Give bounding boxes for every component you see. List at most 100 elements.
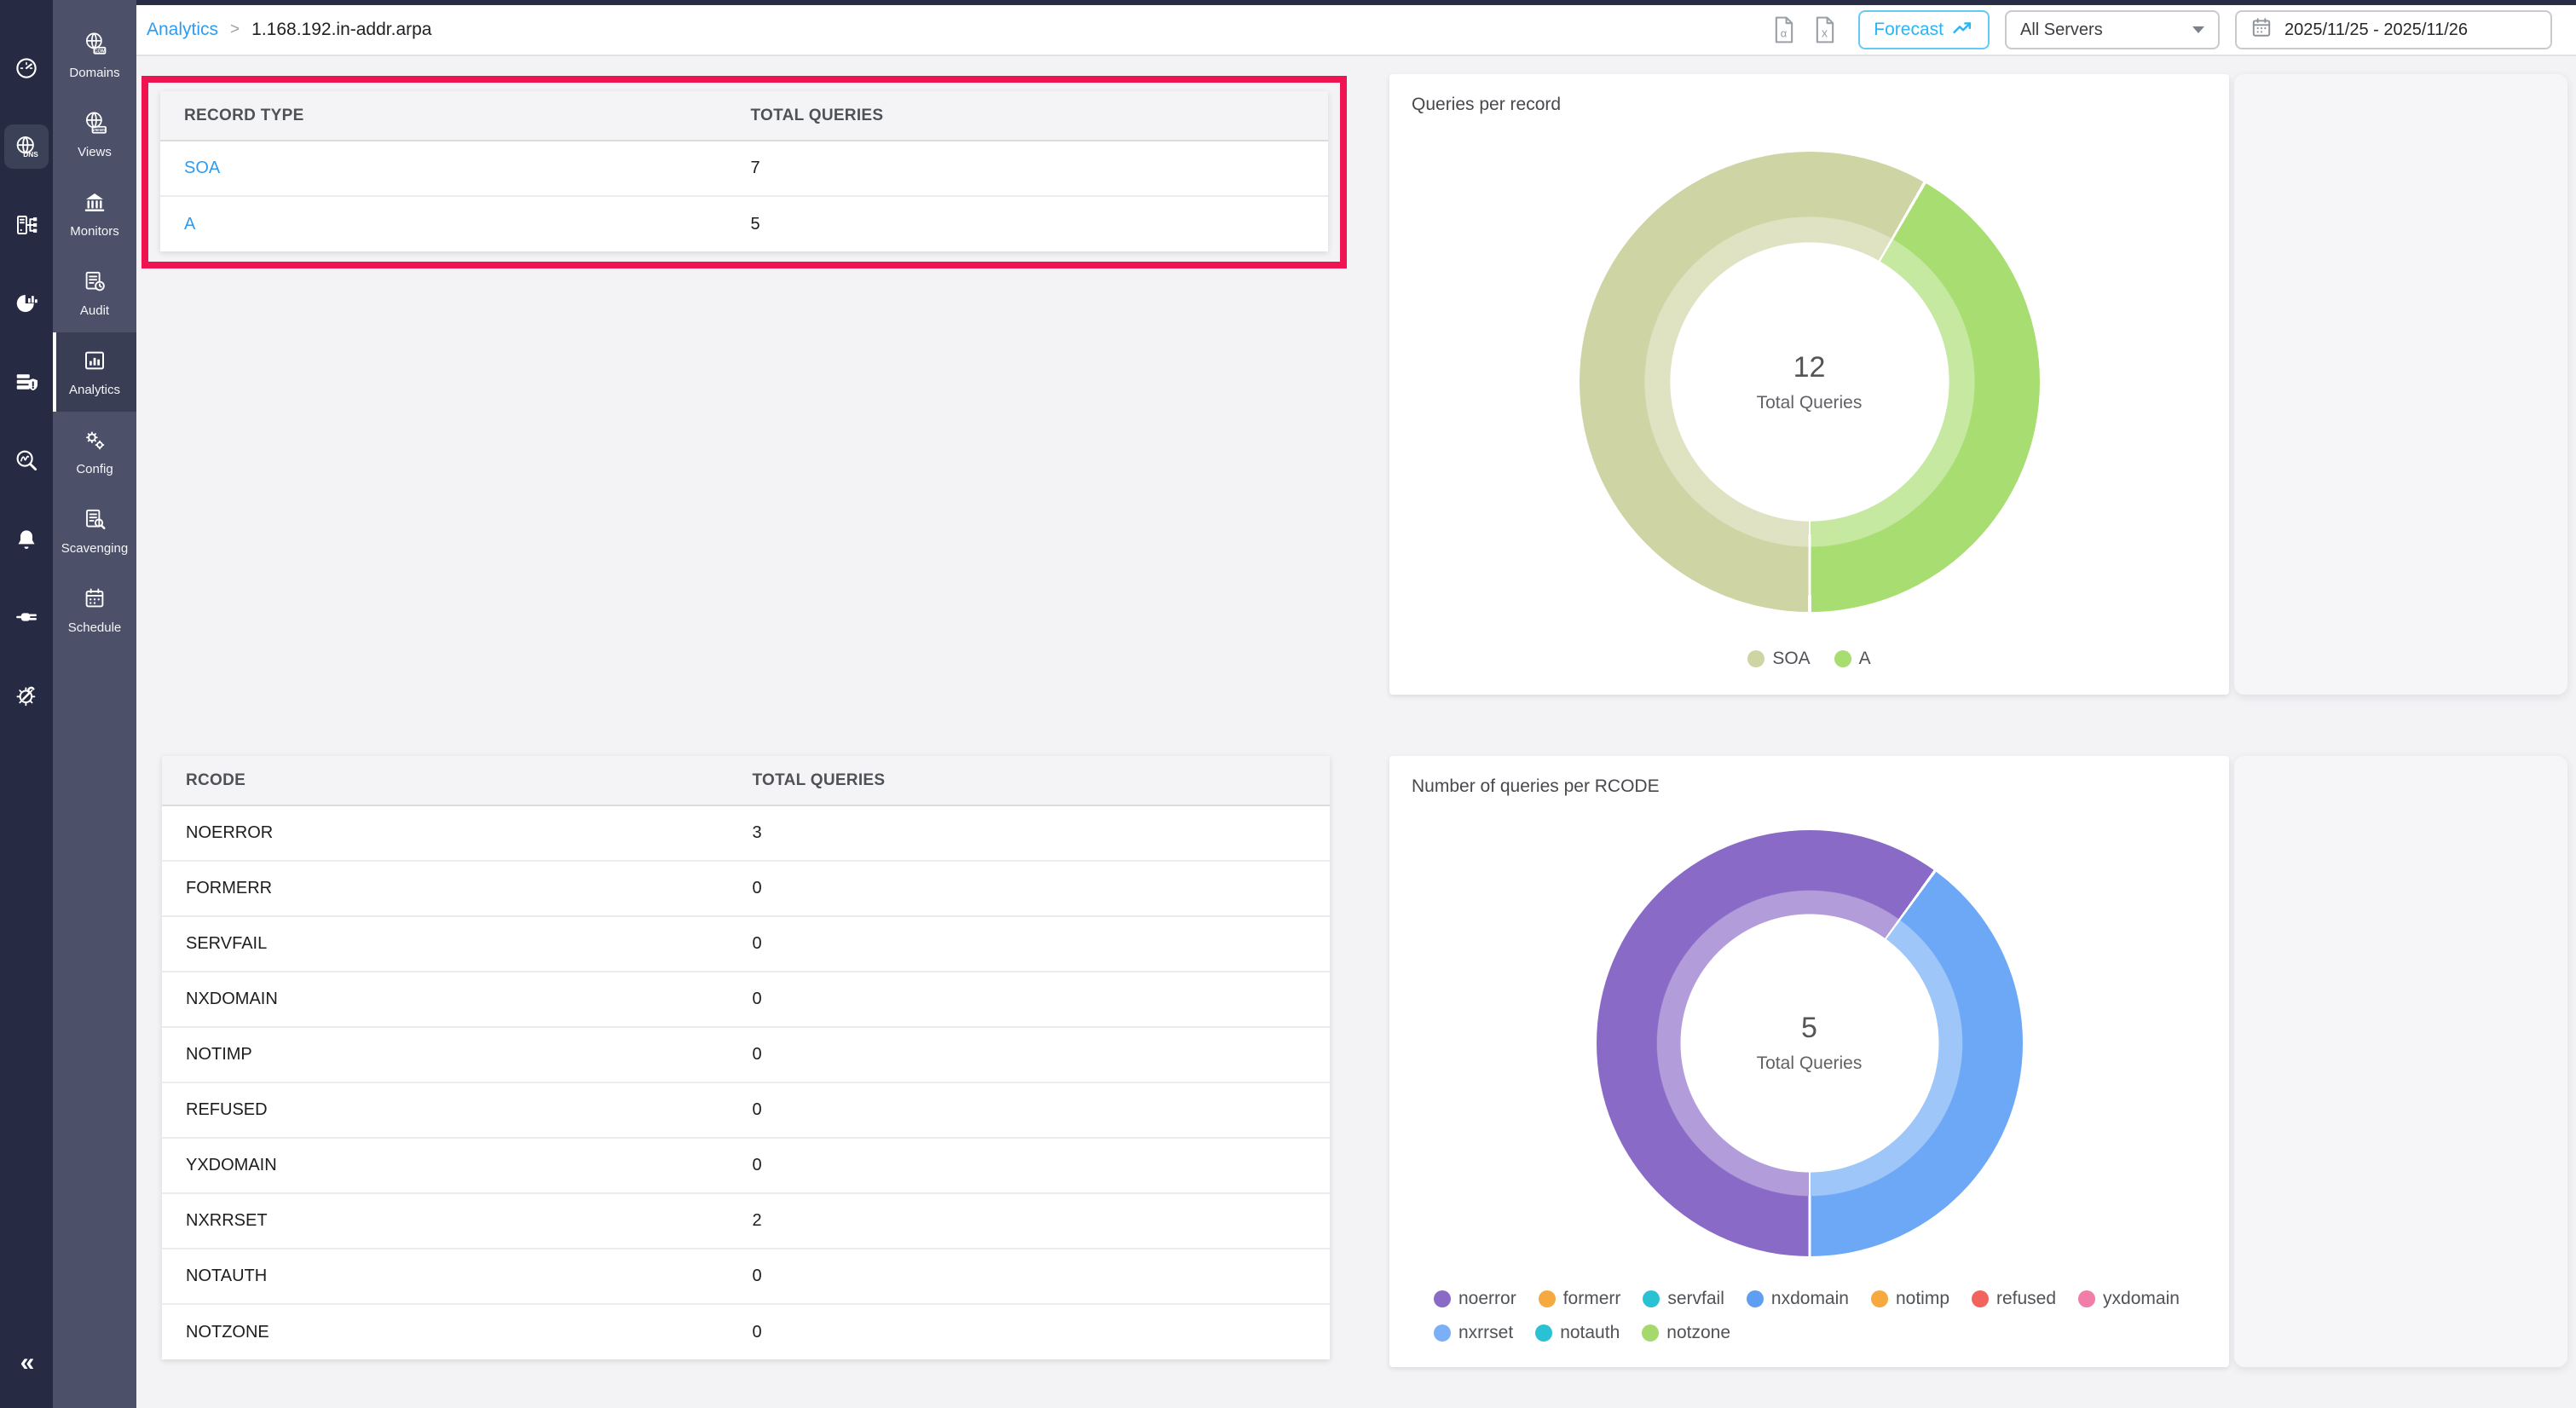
legend-item[interactable]: notzone xyxy=(1642,1323,1730,1343)
forecast-button[interactable]: Forecast xyxy=(1858,10,1990,49)
rcode-cell: NOTIMP xyxy=(162,1027,729,1083)
search-analytics-icon xyxy=(4,438,49,482)
config-gears-icon xyxy=(82,427,107,456)
total-queries-header: TOTAL QUERIES xyxy=(728,756,1330,806)
breadcrumb-separator: > xyxy=(230,20,240,38)
sidebar-item-config[interactable]: Config xyxy=(53,412,136,491)
annotation-highlight-box: RECORD TYPE TOTAL QUERIES SOA 7 A 5 xyxy=(142,76,1347,268)
legend-item[interactable]: notimp xyxy=(1870,1289,1949,1309)
legend-item[interactable]: yxdomain xyxy=(2078,1289,2180,1309)
schedule-calendar-icon xyxy=(82,586,107,615)
total-queries-label: Total Queries xyxy=(1756,1053,1863,1073)
sidebar-item-schedule[interactable]: Schedule xyxy=(53,570,136,649)
total-queries-cell: 0 xyxy=(728,1249,1330,1305)
rail-item-pie-chart[interactable] xyxy=(0,264,53,343)
sidebar-item-views[interactable]: VIEWS Views xyxy=(53,95,136,174)
queries-per-record-donut[interactable]: 12 Total Queries xyxy=(1579,152,2040,612)
date-range-picker[interactable]: 2025/11/25 - 2025/11/26 xyxy=(2235,10,2552,49)
main-area: Analytics > 1.168.192.in-addr.arpa α x F… xyxy=(136,0,2576,1408)
rail-item-notifications[interactable] xyxy=(0,499,53,578)
chevron-down-icon xyxy=(2192,26,2204,33)
sidebar-item-scavenging[interactable]: Scavenging xyxy=(53,491,136,570)
sidebar-item-label: Domains xyxy=(69,65,120,80)
collapse-sidebar-button[interactable]: « xyxy=(20,1348,35,1376)
topbar: Analytics > 1.168.192.in-addr.arpa α x F… xyxy=(136,5,2576,56)
table-row: NOTAUTH 0 xyxy=(162,1249,1330,1305)
table-row: NXDOMAIN 0 xyxy=(162,972,1330,1028)
rail-item-dns[interactable]: DNS xyxy=(0,107,53,186)
record-type-table: RECORD TYPE TOTAL QUERIES SOA 7 A 5 xyxy=(160,91,1328,251)
sidebar-item-label: Views xyxy=(78,144,112,159)
legend-label: nxdomain xyxy=(1770,1289,1849,1308)
date-range-value: 2025/11/25 - 2025/11/26 xyxy=(2284,20,2468,39)
legend-item[interactable]: nxdomain xyxy=(1746,1289,1849,1309)
legend-label: A xyxy=(1858,649,1871,668)
sidebar-item-label: Audit xyxy=(79,303,110,318)
rail-item-dashboard[interactable] xyxy=(0,29,53,107)
rail-item-server-tree[interactable] xyxy=(0,186,53,264)
donut-inner-ring xyxy=(1596,829,2023,1256)
legend-dot-icon xyxy=(1434,1290,1451,1307)
rail-item-search-analytics[interactable] xyxy=(0,421,53,499)
rail-item-tools[interactable] xyxy=(0,656,53,735)
legend-item[interactable]: formerr xyxy=(1538,1289,1620,1309)
legend-label: yxdomain xyxy=(2103,1289,2180,1308)
donut-center: 5 Total Queries xyxy=(1597,830,2023,1256)
sidebar-item-analytics[interactable]: Analytics xyxy=(53,332,136,412)
server-select[interactable]: All Servers xyxy=(2005,10,2220,49)
dns-globe-icon: DNS xyxy=(4,124,49,169)
legend-dot-icon xyxy=(1747,650,1765,667)
content: RECORD TYPE TOTAL QUERIES SOA 7 A 5 Queries… xyxy=(136,56,2576,1408)
legend-item[interactable]: nxrrset xyxy=(1434,1323,1513,1343)
rcode-header: RCODE xyxy=(162,756,729,806)
empty-chart-card xyxy=(2234,74,2567,695)
total-queries-label: Total Queries xyxy=(1756,392,1863,413)
breadcrumb: Analytics > 1.168.192.in-addr.arpa xyxy=(147,20,431,40)
legend-label: notimp xyxy=(1895,1289,1949,1308)
total-queries-cell: 0 xyxy=(728,861,1330,917)
export-pdf-icon[interactable]: α xyxy=(1771,15,1797,44)
export-excel-icon[interactable]: x xyxy=(1812,15,1838,44)
rail-item-server-shield[interactable] xyxy=(0,343,53,421)
legend-dot-icon xyxy=(1434,1324,1451,1342)
legend-dot-icon xyxy=(1972,1290,1989,1307)
views-globe-icon: VIEWS xyxy=(82,110,107,139)
record-type-link[interactable]: SOA xyxy=(184,159,221,177)
rcode-cell: NXDOMAIN xyxy=(162,972,729,1028)
rail-item-plug[interactable] xyxy=(0,578,53,656)
legend-item[interactable]: refused xyxy=(1972,1289,2056,1309)
record-type-link[interactable]: A xyxy=(184,214,196,234)
total-queries-cell: 0 xyxy=(728,916,1330,972)
legend-item[interactable]: notauth xyxy=(1535,1323,1620,1343)
table-header-row: RCODE TOTAL QUERIES xyxy=(162,756,1330,806)
empty-chart-card xyxy=(2234,756,2567,1367)
chart-title: Queries per record xyxy=(1412,95,1562,114)
legend-label: servfail xyxy=(1667,1289,1724,1308)
server-tree-icon xyxy=(4,203,49,247)
domains-globe-icon: COM xyxy=(82,31,107,60)
table-row: SOA 7 xyxy=(160,141,1328,197)
rcode-cell: NOTAUTH xyxy=(162,1249,729,1305)
total-queries-cell: 0 xyxy=(728,1082,1330,1139)
bell-icon xyxy=(4,516,49,561)
total-queries-value: 5 xyxy=(1801,1012,1817,1044)
legend-label: nxrrset xyxy=(1458,1323,1514,1342)
monitors-icon xyxy=(82,189,107,218)
sidebar-item-label: Scavenging xyxy=(61,540,129,556)
total-queries-value: 12 xyxy=(1793,350,1826,384)
svg-text:VIEWS: VIEWS xyxy=(93,128,107,133)
total-queries-header: TOTAL QUERIES xyxy=(726,91,1328,141)
calendar-icon xyxy=(2250,16,2273,43)
legend-item[interactable]: SOA xyxy=(1747,649,1811,669)
rcode-donut[interactable]: 5 Total Queries xyxy=(1596,829,2023,1256)
table-row: FORMERR 0 xyxy=(162,861,1330,917)
sidebar-item-audit[interactable]: Audit xyxy=(53,253,136,332)
legend-item[interactable]: A xyxy=(1834,649,1871,669)
sidebar-item-monitors[interactable]: Monitors xyxy=(53,174,136,253)
breadcrumb-analytics-link[interactable]: Analytics xyxy=(147,20,219,39)
legend-item[interactable]: noerror xyxy=(1434,1289,1516,1309)
total-queries-cell: 5 xyxy=(726,196,1328,251)
legend-item[interactable]: servfail xyxy=(1643,1289,1724,1309)
legend-label: notauth xyxy=(1560,1323,1620,1342)
sidebar-item-domains[interactable]: COM Domains xyxy=(53,15,136,95)
